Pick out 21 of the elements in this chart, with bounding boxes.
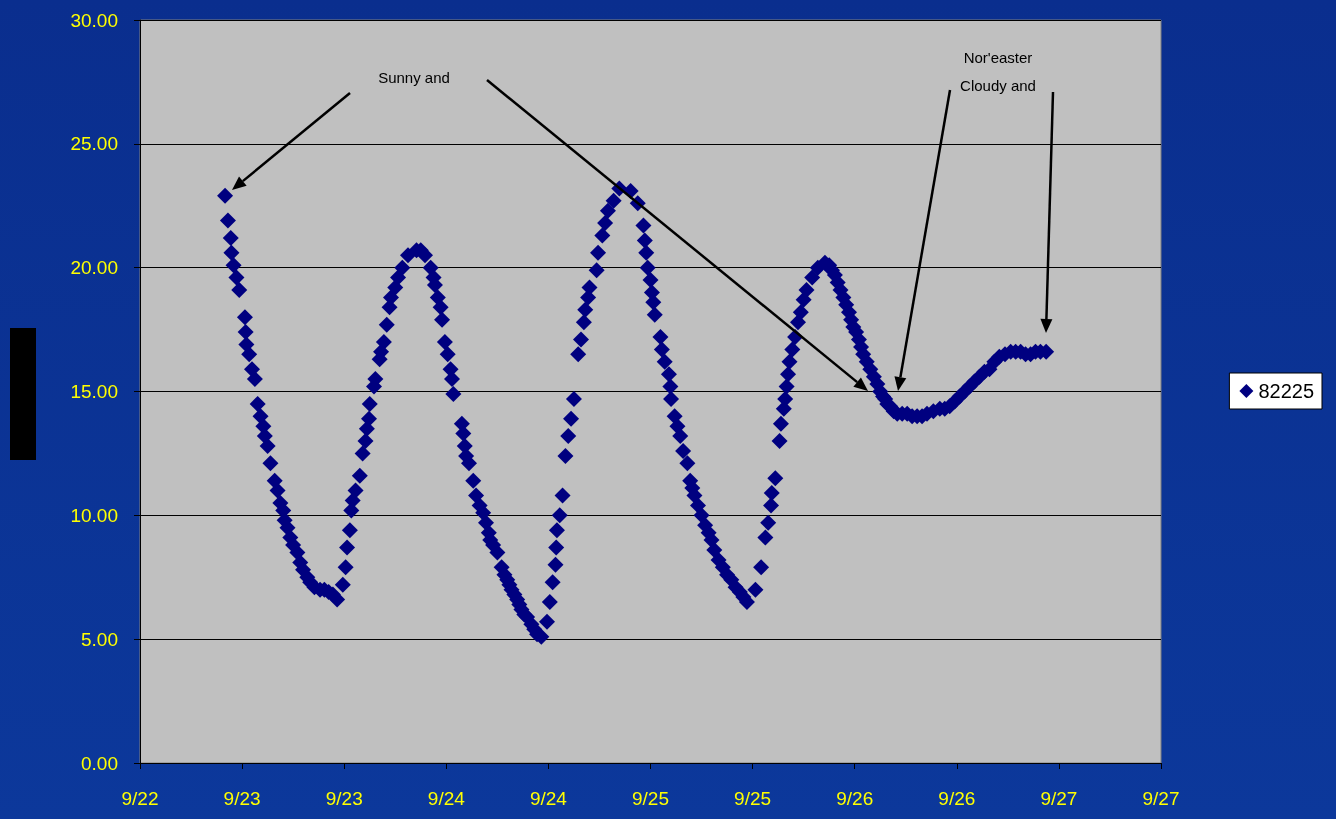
y-tick-label: 20.00 [70,257,118,279]
x-tick-label: 9/23 [325,788,363,809]
y-tick-label: 30.00 [70,9,118,31]
x-tick-label: 9/27 [1040,788,1078,809]
annotation: Nor'easter Cloudy and [959,48,1037,96]
x-tick-label: 9/25 [734,788,772,809]
x-tick-label: 9/25 [632,788,669,809]
y-tick-label: 25.00 [70,133,118,155]
x-tick-label: 9/23 [223,788,261,809]
x-tick-label: 9/27 [1142,788,1180,809]
y-tick-label: 15.00 [70,381,118,402]
x-tick-label: 9/24 [427,788,466,809]
y-tick-label: 0.00 [81,752,118,774]
y-tick-label: 5.00 [81,628,118,650]
x-tick-label: 9/26 [836,788,874,809]
y-tick-label: 10.00 [70,504,118,526]
annotation: Sunny and [377,68,451,88]
legend-label: 82225 [1258,380,1315,402]
x-tick-label: 9/22 [121,788,159,809]
x-tick-label: 9/24 [529,788,568,809]
x-tick-label: 9/26 [938,788,976,809]
